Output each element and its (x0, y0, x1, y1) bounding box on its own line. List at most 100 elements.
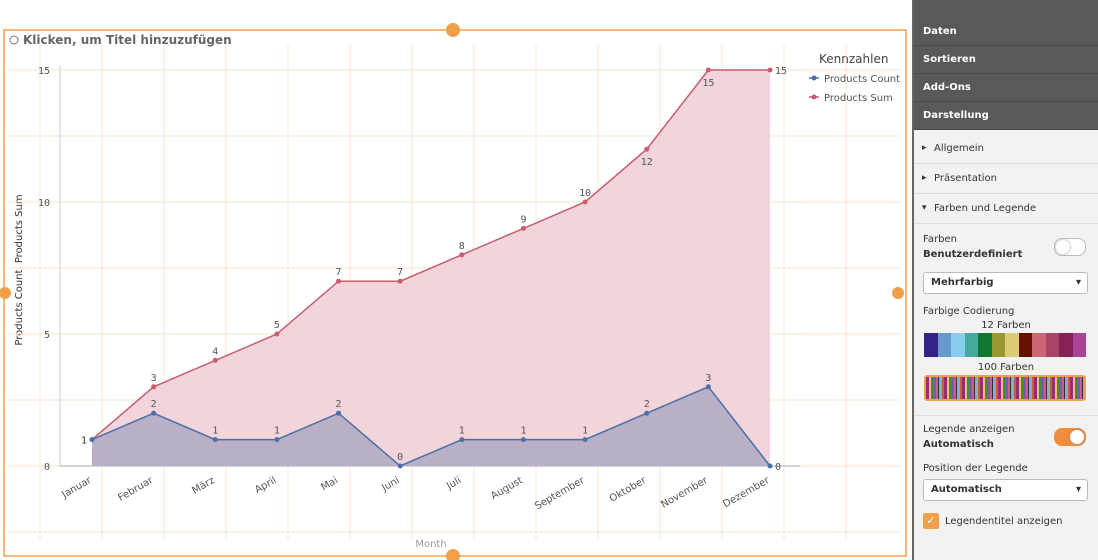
palette-12[interactable] (924, 333, 1086, 357)
tab[interactable]: Add-Ons (914, 74, 1098, 102)
data-label: 1 (459, 426, 465, 437)
swatch (937, 333, 951, 357)
data-label: 8 (459, 241, 465, 252)
data-label: 3 (151, 373, 157, 384)
x-tick-label: Februar (116, 475, 156, 504)
legend-label: Products Count (824, 74, 900, 85)
point (705, 384, 711, 390)
data-label: 1 (212, 426, 218, 437)
tab[interactable]: Daten (914, 18, 1098, 46)
section[interactable]: Präsentation (914, 164, 1098, 194)
point (767, 67, 773, 73)
handle[interactable] (0, 287, 11, 299)
line (91, 385, 771, 467)
label: Legendentitel anzeigen (945, 515, 1063, 527)
data-label: 2 (151, 399, 157, 410)
legend-title: Kennzahlen (819, 52, 888, 66)
section[interactable]: Allgemein (914, 134, 1098, 164)
x-axis-label: Month (415, 539, 446, 550)
panel-top (914, 0, 1098, 18)
label: Farbige Codierung (923, 306, 1015, 317)
y-axis-label: Products Count, Products Sum (14, 194, 25, 345)
x-tick-label: September (533, 475, 587, 513)
data-label: 1 (81, 436, 87, 447)
point (89, 437, 95, 443)
dropdown[interactable]: Mehrfarbig (923, 272, 1088, 294)
data-label: 2 (336, 399, 342, 410)
point (151, 410, 157, 416)
y-tick-label: 0 (44, 462, 50, 473)
swatch (1059, 333, 1073, 357)
point (336, 278, 342, 284)
chart: Klicken, um Titel hinzuzufügen Month Pro… (0, 23, 907, 560)
point (336, 410, 342, 416)
point (274, 437, 280, 443)
legend-marker (811, 75, 817, 81)
area (92, 70, 770, 466)
x-tick-label: Juli (444, 475, 463, 492)
swatch (991, 333, 1005, 357)
data-label: 15 (702, 78, 714, 89)
data-label: 4 (212, 346, 218, 357)
data-label: 1 (274, 426, 280, 437)
tab[interactable]: Darstellung (914, 102, 1098, 130)
legend-label: Products Sum (824, 93, 893, 104)
line (91, 69, 770, 441)
point (520, 437, 526, 443)
y-tick-label: 15 (38, 66, 50, 77)
properties-panel: Daten Sortieren Add-Ons Darstellung Allg… (912, 0, 1098, 560)
data-label: 7 (397, 267, 403, 278)
label: Farben (923, 234, 957, 245)
x-tick-label: April (253, 475, 278, 496)
section[interactable]: Farben und Legende (914, 194, 1098, 224)
data-label: 0 (397, 452, 403, 463)
swatch (924, 333, 938, 357)
label: Legende anzeigen (923, 424, 1015, 435)
point (644, 146, 650, 152)
x-tick-label: November (659, 475, 710, 511)
handle[interactable] (446, 23, 460, 37)
swatch (1005, 333, 1019, 357)
tab[interactable]: Sortieren (914, 46, 1098, 74)
chart-title[interactable]: Klicken, um Titel hinzuzufügen (23, 33, 232, 47)
swatch (1072, 333, 1086, 357)
point (151, 384, 157, 390)
x-tick-label: August (489, 475, 525, 502)
x-tick-label: Oktober (608, 475, 649, 505)
swatch (978, 333, 992, 357)
point (582, 199, 588, 205)
data-label: 5 (274, 320, 280, 331)
swatch (964, 333, 978, 357)
handle[interactable] (446, 549, 460, 560)
data-label: 1 (582, 426, 588, 437)
toggle[interactable] (1054, 428, 1086, 446)
point (582, 437, 588, 443)
point (459, 252, 465, 258)
point (644, 410, 650, 416)
x-tick-label: März (190, 475, 216, 497)
point (397, 278, 403, 284)
point (767, 463, 773, 469)
swatch (1018, 333, 1032, 357)
dropdown[interactable]: Automatisch (923, 479, 1088, 501)
point (705, 67, 711, 73)
swatch (1045, 333, 1059, 357)
data-label: 1 (520, 426, 526, 437)
data-label: 7 (336, 267, 342, 278)
y-tick-label: 5 (44, 330, 50, 341)
point (397, 463, 403, 469)
palette-100[interactable] (924, 375, 1086, 401)
palette-label: 100 Farben (977, 362, 1035, 373)
label: Position der Legende (923, 463, 1028, 474)
x-tick-label: Januar (59, 475, 94, 501)
value: Benutzerdefiniert (923, 249, 1023, 260)
point (212, 437, 218, 443)
checkbox[interactable]: ✓ (923, 513, 939, 529)
data-label: 1 (81, 436, 87, 447)
data-label: 2 (644, 399, 650, 410)
x-tick-label: Juni (379, 475, 401, 494)
handle[interactable] (892, 287, 904, 299)
toggle[interactable] (1054, 238, 1086, 256)
swatch (1032, 333, 1046, 357)
